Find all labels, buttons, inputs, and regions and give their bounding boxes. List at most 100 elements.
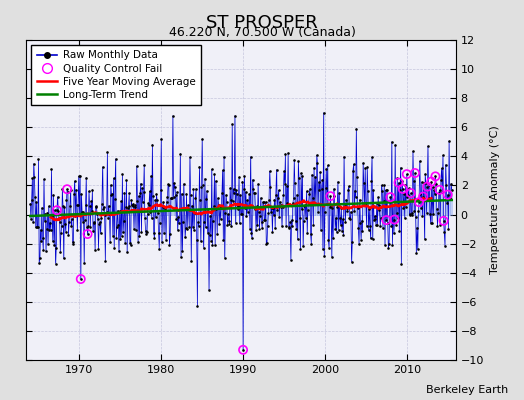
Point xyxy=(267,208,275,215)
Point xyxy=(214,195,222,201)
Point xyxy=(83,231,92,237)
Point xyxy=(94,246,103,252)
Point xyxy=(273,207,281,213)
Point xyxy=(227,223,236,229)
Point xyxy=(103,149,112,156)
Point xyxy=(204,208,213,214)
Point xyxy=(223,221,232,228)
Point xyxy=(47,166,56,173)
Point xyxy=(180,180,188,187)
Point xyxy=(187,257,195,264)
Point xyxy=(198,184,206,190)
Point xyxy=(390,216,399,223)
Point xyxy=(48,212,56,219)
Point xyxy=(337,205,345,211)
Point xyxy=(298,173,307,179)
Point xyxy=(386,199,394,206)
Point xyxy=(376,223,385,230)
Point xyxy=(250,190,259,196)
Point xyxy=(115,208,124,214)
Point xyxy=(199,244,208,251)
Point xyxy=(216,204,224,211)
Point xyxy=(235,220,244,227)
Point xyxy=(297,170,305,176)
Point xyxy=(258,225,266,232)
Point xyxy=(254,181,263,187)
Point xyxy=(182,191,191,197)
Point xyxy=(230,190,238,196)
Point xyxy=(274,194,282,201)
Point xyxy=(232,220,240,226)
Point xyxy=(54,215,63,221)
Point xyxy=(207,238,215,244)
Point xyxy=(117,232,126,239)
Point xyxy=(431,173,440,180)
Point xyxy=(79,218,87,225)
Point xyxy=(149,193,157,200)
Point xyxy=(205,232,214,238)
Point xyxy=(445,195,454,202)
Point xyxy=(243,197,252,204)
Point xyxy=(158,239,166,246)
Point xyxy=(329,235,337,241)
Point xyxy=(212,206,221,212)
Point xyxy=(271,225,279,231)
Point xyxy=(172,216,180,222)
Point xyxy=(223,199,231,206)
Point xyxy=(292,226,300,232)
Point xyxy=(268,205,276,211)
Point xyxy=(117,198,125,204)
Point xyxy=(124,203,133,209)
Point xyxy=(348,239,356,246)
Point xyxy=(298,206,306,213)
Point xyxy=(368,236,377,242)
Point xyxy=(46,219,54,226)
Point xyxy=(286,219,294,225)
Point xyxy=(266,168,274,174)
Point xyxy=(119,218,128,224)
Point xyxy=(330,193,339,200)
Point xyxy=(431,190,439,197)
Point xyxy=(321,209,329,216)
Point xyxy=(113,224,121,230)
Point xyxy=(388,241,397,248)
Point xyxy=(430,187,438,194)
Point xyxy=(422,179,430,186)
Point xyxy=(357,236,365,243)
Point xyxy=(239,347,247,353)
Point xyxy=(34,156,42,162)
Point xyxy=(336,215,344,222)
Point xyxy=(385,241,393,247)
Point xyxy=(38,205,46,211)
Point xyxy=(323,201,331,207)
Point xyxy=(112,234,121,241)
Point xyxy=(364,227,373,233)
Point xyxy=(147,173,155,179)
Point xyxy=(167,195,175,202)
Y-axis label: Temperature Anomaly (°C): Temperature Anomaly (°C) xyxy=(489,126,500,274)
Point xyxy=(122,177,130,184)
Point xyxy=(238,178,247,185)
Point xyxy=(167,195,176,202)
Point xyxy=(249,186,257,192)
Point xyxy=(139,199,147,205)
Point xyxy=(342,197,350,203)
Point xyxy=(160,204,169,211)
Point xyxy=(282,223,290,229)
Point xyxy=(402,171,411,177)
Point xyxy=(222,192,230,198)
Point xyxy=(302,214,310,221)
Point xyxy=(305,190,313,197)
Point xyxy=(42,226,51,232)
Point xyxy=(345,183,353,190)
Point xyxy=(115,248,123,254)
Point xyxy=(75,212,84,218)
Point xyxy=(79,209,88,215)
Point xyxy=(440,218,448,224)
Point xyxy=(327,203,335,210)
Point xyxy=(88,187,96,193)
Point xyxy=(142,231,150,237)
Point xyxy=(154,210,162,216)
Point xyxy=(431,173,440,180)
Point xyxy=(382,217,390,223)
